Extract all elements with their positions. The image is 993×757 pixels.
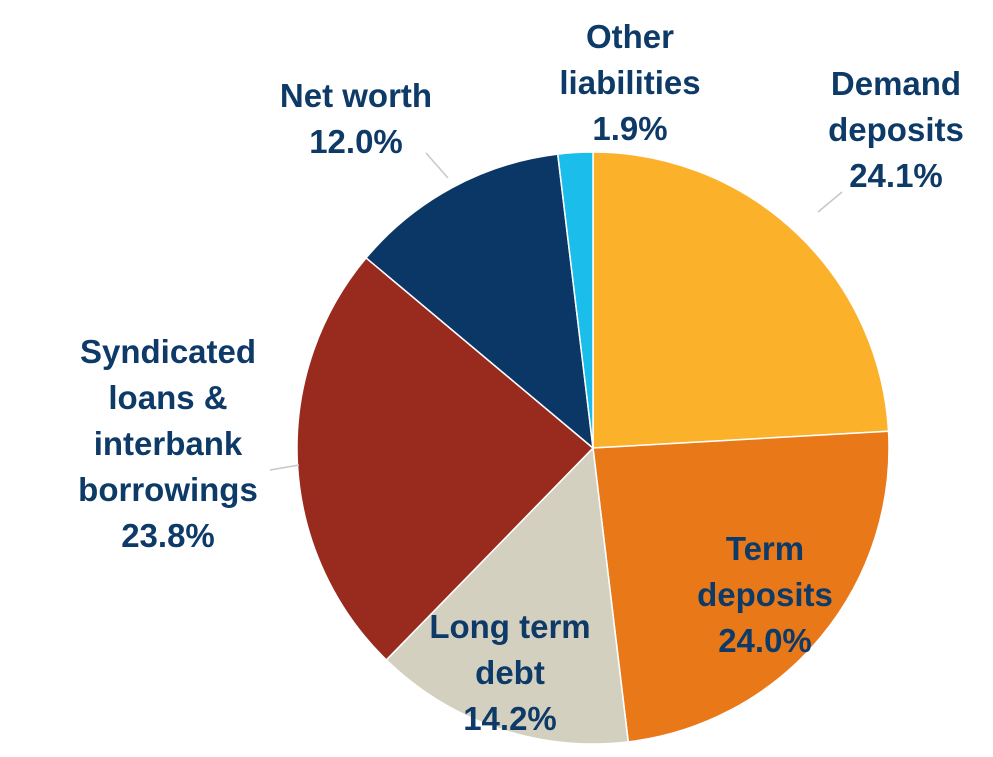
slice-label-long-term-debt: Long term debt 14.2% [429, 608, 590, 737]
pie-slice-net-worth [365, 153, 594, 450]
slice-label-demand-deposits: Demand deposits 24.1% [828, 65, 964, 194]
slice-label-line: Syndicated [80, 333, 256, 370]
slice-label-line: 1.9% [592, 110, 667, 147]
pie-slice-term-deposits [592, 430, 890, 743]
slice-label-line: liabilities [559, 64, 700, 101]
slice-label-line: interbank [94, 425, 243, 462]
slice-label-line: 24.1% [849, 157, 943, 194]
pie-slice-demand-deposits [592, 151, 890, 449]
slice-label-syndicated-loans-and-interbank-borrowings: Syndicated loans & interbank borrowings 23.8… [78, 333, 258, 554]
slice-label-line: Other [586, 18, 674, 55]
leader-line-demand-deposits [817, 191, 843, 213]
pie-slice-long-term-debt [385, 446, 630, 745]
slice-label-line: deposits [828, 111, 964, 148]
slice-label-line: 14.2% [463, 700, 557, 737]
slice-label-line: Term [726, 530, 804, 567]
slice-labels: Demand deposits 24.1% Term deposits 24.0% Long… [78, 18, 964, 737]
leader-line-net-worth [425, 152, 449, 179]
slice-label-line: Net worth [280, 77, 432, 114]
slice-label-line: borrowings [78, 471, 258, 508]
slice-label-line: 24.0% [718, 622, 812, 659]
slice-label-line: 12.0% [309, 123, 403, 160]
pie-slice-syndicated-loans-and-interbank-borrowings [296, 256, 595, 661]
leader-line-syndicated-loans-and-interbank-borrowings [269, 464, 300, 471]
slice-label-line: Demand [831, 65, 961, 102]
slice-label-line: loans & [108, 379, 227, 416]
slice-label-term-deposits: Term deposits 24.0% [697, 530, 833, 659]
slice-label-net-worth: Net worth 12.0% [280, 77, 432, 160]
pie-slices [296, 151, 890, 745]
leader-lines [269, 152, 843, 471]
slice-label-line: 23.8% [121, 517, 215, 554]
slice-label-other-liabilities: Other liabilities 1.9% [559, 18, 700, 147]
slice-label-line: Long term [429, 608, 590, 645]
slice-label-line: deposits [697, 576, 833, 613]
pie-slice-other-liabilities [556, 151, 594, 449]
slice-label-line: debt [475, 654, 545, 691]
